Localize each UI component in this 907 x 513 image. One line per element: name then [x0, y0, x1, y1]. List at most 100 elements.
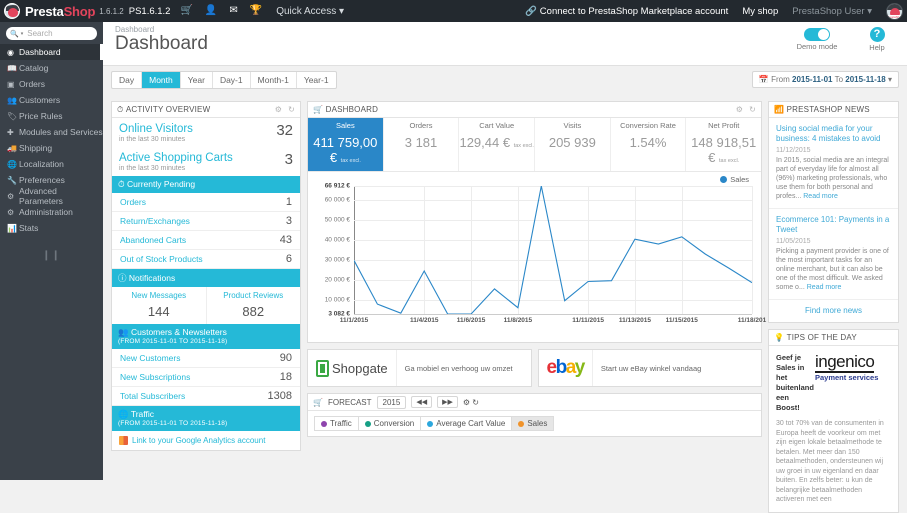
pending-label[interactable]: Orders	[120, 197, 146, 207]
kpi-value-text: 1.54%	[629, 135, 667, 150]
date-range-picker[interactable]: 📅 From 2015-11-01 To 2015-11-18 ▾	[751, 71, 899, 88]
sidebar-item-shipping[interactable]: 🚚 Shipping	[0, 140, 103, 156]
kpi-cart-value[interactable]: Cart Value 129,44 € tax excl.	[459, 118, 536, 171]
kpi-sales[interactable]: Sales 411 759,00 € tax excl.	[308, 118, 384, 171]
ingenico-logo: ingenico Payment services	[815, 353, 891, 382]
sidebar-collapse-button[interactable]: ❙❙	[42, 250, 61, 261]
traffic-header: 🌐 Traffic (FROM 2015-11-01 TO 2015-11-18…	[112, 406, 300, 431]
read-more-link[interactable]: Read more	[806, 284, 842, 291]
chart-legend[interactable]: Sales	[720, 175, 749, 184]
brand-logo[interactable]: PrestaShop 1.6.1.2 PS1.6.1.2	[0, 3, 170, 19]
sidebar-item-dashboard[interactable]: ◉ Dashboard	[0, 44, 103, 60]
breadcrumb: Dashboard	[115, 25, 155, 34]
customers-value: 90	[279, 352, 292, 364]
sidebar-item-preferences[interactable]: 🔧 Preferences	[0, 172, 103, 188]
demo-mode-toggle[interactable]: Demo mode	[795, 26, 839, 51]
activity-sublabel: in the last 30 minutes	[119, 136, 186, 143]
sidebar-item-advanced-parameters[interactable]: ⚙ Advanced Parameters	[0, 186, 103, 206]
forecast-legend-average-cart-value[interactable]: Average Cart Value	[420, 416, 512, 431]
sidebar-item-orders[interactable]: ▣ Orders	[0, 76, 103, 92]
forecast-year[interactable]: 2015	[376, 395, 407, 409]
activity-overview-title: Activity Overview	[125, 105, 211, 114]
refresh-icon[interactable]: ↻	[749, 105, 756, 114]
forecast-legend-traffic[interactable]: Traffic	[314, 416, 358, 431]
find-more-news-link[interactable]: Find more news	[805, 306, 862, 315]
help-button[interactable]: ? Help	[855, 26, 899, 52]
calendar-icon: 📅	[758, 75, 769, 84]
sidebar-item-price-rules[interactable]: 🏷 Price Rules	[0, 108, 103, 124]
sidebar-item-administration[interactable]: ⚙ Administration	[0, 204, 103, 220]
customers-label[interactable]: New Subscriptions	[120, 372, 191, 382]
sidebar-item-customers[interactable]: 👥 Customers	[0, 92, 103, 108]
period-year[interactable]: Year	[181, 72, 213, 88]
kpi-visits[interactable]: Visits 205 939	[535, 118, 611, 171]
chart-plot-area: 3 082 € 10 000 € 20 000 € 30 000 € 40 000 € 5…	[325, 183, 767, 325]
dashboard-icon: ◉	[7, 47, 14, 57]
activity-sublabel: in the last 30 minutes	[119, 165, 186, 172]
kpi-row: Sales 411 759,00 € tax excl. Orders 3 18…	[308, 118, 761, 172]
kpi-value-text: 3 181	[404, 135, 438, 150]
kpi-conversion-rate[interactable]: Conversion Rate 1.54%	[611, 118, 687, 171]
legend-dot-icon	[321, 420, 327, 427]
chart-gridline	[634, 186, 636, 314]
news-item-title[interactable]: Ecommerce 101: Payments in a Tweet	[776, 215, 890, 234]
cart-icon[interactable]: 🛒	[180, 5, 193, 16]
pending-value: 1	[285, 196, 292, 208]
pending-label[interactable]: Out of Stock Products	[120, 254, 203, 264]
envelope-icon[interactable]: ✉	[229, 5, 238, 16]
users-icon: 👥	[118, 327, 129, 337]
period-day-1[interactable]: Day-1	[213, 72, 251, 88]
customers-label[interactable]: Total Subscribers	[120, 391, 186, 401]
my-shop-link[interactable]: My shop	[742, 5, 779, 17]
sidebar-item-label: Preferences	[19, 175, 65, 185]
activity-label[interactable]: Online Visitors	[119, 123, 193, 135]
user-icon[interactable]: 👤	[204, 5, 218, 16]
kpi-value: 205 939	[535, 135, 610, 150]
period-month[interactable]: Month	[142, 72, 181, 88]
news-item-title[interactable]: Using social media for your business: 4 …	[776, 124, 881, 143]
dashboard-columns: ⏱ Activity Overview ⚙ ↻ Online Visitors …	[103, 97, 907, 513]
top-icon-group: 🛒 👤 ✉ 🏆	[180, 6, 262, 16]
gear-icon[interactable]: ⚙	[735, 105, 744, 114]
sidebar-item-modules-and-services[interactable]: ✚ Modules and Services	[0, 124, 103, 140]
legend-dot-icon	[364, 420, 371, 427]
period-day[interactable]: Day	[112, 72, 143, 88]
avatar[interactable]: PrestaShop	[886, 2, 903, 20]
activity-label[interactable]: Active Shopping Carts	[119, 152, 233, 164]
sidebar-item-localization[interactable]: 🌐 Localization	[0, 156, 103, 172]
quick-access-menu[interactable]: Quick Access ▾	[276, 6, 344, 17]
google-analytics-link[interactable]: Link to your Google Analytics account	[112, 431, 300, 450]
sidebar-item-label: Administration	[19, 207, 73, 217]
search-input[interactable]: 🔍 ▾ Search	[6, 27, 97, 40]
news-item-text: In 2015, social media are an integral pa…	[776, 157, 889, 200]
period-year-1[interactable]: Year-1	[303, 75, 329, 85]
gear-icon[interactable]: ⚙	[274, 105, 283, 114]
kpi-net-profit[interactable]: Net Profit 148 918,51 € tax excl.	[686, 118, 761, 171]
kpi-orders[interactable]: Orders 3 181	[384, 118, 460, 171]
forecast-next-button[interactable]: ▶▶	[437, 396, 458, 408]
legend-label: Average Cart Value	[436, 419, 506, 428]
promo-shopgate[interactable]: Shopgate Ga mobiel en verhoog uw omzet	[307, 349, 532, 387]
notification-new-messages[interactable]: New Messages 144	[112, 287, 207, 324]
sidebar-item-catalog[interactable]: 📖 Catalog	[0, 60, 103, 76]
gear-icon[interactable]: ⚙	[462, 397, 471, 407]
forecast-legend-sales[interactable]: Sales	[511, 416, 555, 431]
trophy-icon[interactable]: 🏆	[249, 5, 263, 16]
customers-label[interactable]: New Customers	[120, 353, 181, 363]
pending-label[interactable]: Abandoned Carts	[120, 235, 187, 245]
read-more-link[interactable]: Read more	[803, 193, 838, 200]
sidebar-item-stats[interactable]: 📊 Stats	[0, 220, 103, 236]
period-month-1[interactable]: Month-1	[251, 72, 297, 88]
chart-x-tick: 11/13/2015	[618, 317, 652, 324]
pending-label[interactable]: Return/Exchanges	[120, 216, 190, 226]
chart-x-tick: 11/15/2015	[665, 317, 698, 324]
marketplace-link[interactable]: 🔗 Connect to PrestaShop Marketplace acco…	[525, 6, 728, 17]
forecast-prev-button[interactable]: ◀◀	[411, 396, 433, 408]
user-menu[interactable]: PrestaShop User ▾	[792, 6, 872, 17]
refresh-icon[interactable]: ↻	[472, 397, 479, 407]
notification-product-reviews[interactable]: Product Reviews 882	[207, 287, 301, 324]
chart-gridline	[354, 300, 752, 302]
refresh-icon[interactable]: ↻	[288, 105, 295, 114]
forecast-legend-conversion[interactable]: Conversion	[357, 416, 421, 431]
